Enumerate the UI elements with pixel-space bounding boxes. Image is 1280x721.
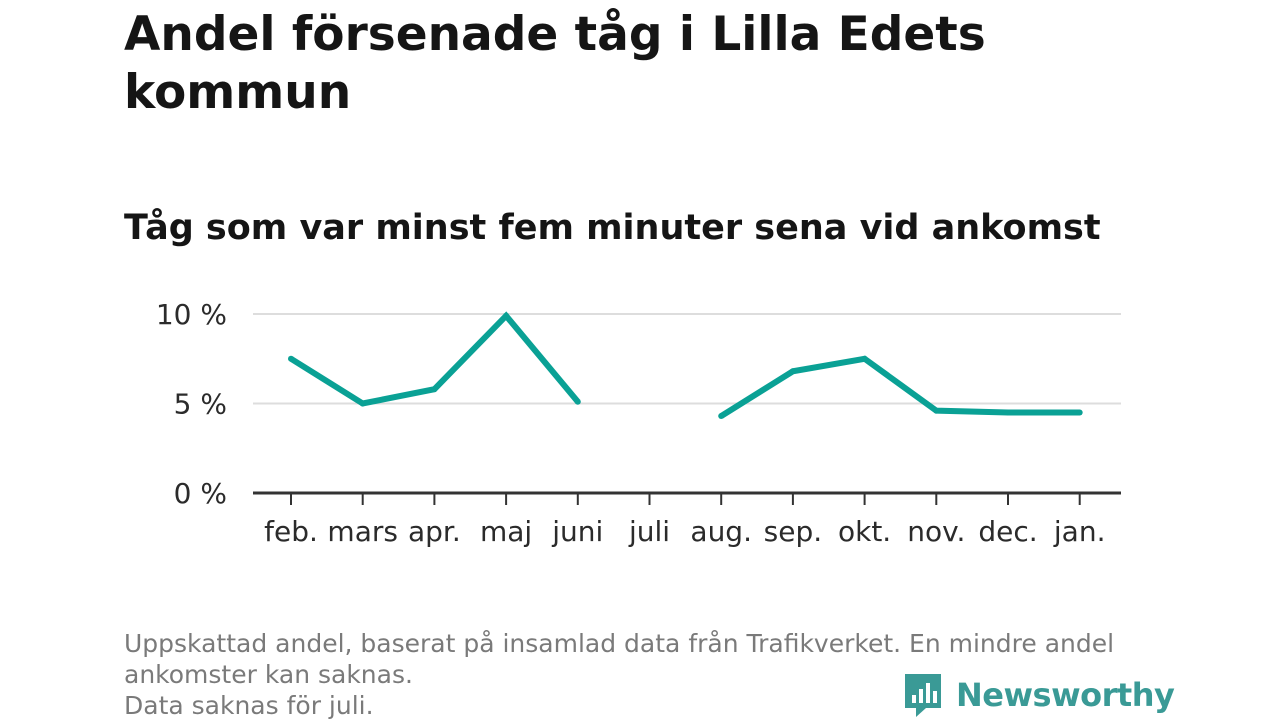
chart-subtitle: Tåg som var minst fem minuter sena vid a… xyxy=(124,208,1101,248)
data-point-jan xyxy=(1076,409,1083,416)
data-point-maj xyxy=(503,312,510,319)
x-tick-label: apr. xyxy=(408,515,461,548)
footnote: Uppskattad andel, baserat på insamlad da… xyxy=(124,628,1164,721)
line-layer xyxy=(288,311,1083,420)
y-tick-label: 0 % xyxy=(174,477,227,510)
x-tick-label: nov. xyxy=(907,515,965,548)
grid-layer xyxy=(253,313,1121,405)
x-tick-label: dec. xyxy=(978,515,1037,548)
data-point-dec xyxy=(1005,409,1011,416)
footnote-line-3: Data saknas för juli. xyxy=(124,691,374,720)
x-tick-label: feb. xyxy=(264,515,318,548)
footnote-line-1: Uppskattad andel, baserat på insamlad da… xyxy=(124,629,1115,658)
logo-text: Newsworthy xyxy=(956,676,1175,714)
footnote-line-2: ankomster kan saknas. xyxy=(124,660,413,689)
y-tick-label: 5 % xyxy=(174,388,227,421)
data-point-mars xyxy=(359,400,366,407)
x-tick-label: mars xyxy=(327,515,398,548)
data-point-sep xyxy=(789,368,796,375)
y-tick-label: 10 % xyxy=(156,298,227,331)
x-tick-label: juni xyxy=(551,515,603,548)
x-tick-label: sep. xyxy=(764,515,823,548)
x-tick-label: aug. xyxy=(690,515,752,548)
data-point-feb xyxy=(288,355,294,362)
x-tick-label: okt. xyxy=(838,515,891,548)
x-tick-label: jan. xyxy=(1053,515,1106,548)
data-point-aug xyxy=(718,413,725,420)
newsworthy-logo: Newsworthy xyxy=(902,670,1175,720)
axis-layer xyxy=(253,491,1121,505)
x-tick-label: maj xyxy=(480,515,532,548)
bar-chart-icon xyxy=(905,674,941,717)
data-point-juni xyxy=(574,398,581,405)
x-tick-label: juli xyxy=(628,515,670,548)
chart-title: Andel försenade tåg i Lilla Edets kommun xyxy=(124,7,986,120)
data-point-okt xyxy=(861,355,868,362)
series-line-segment-2 xyxy=(719,355,1080,419)
data-point-nov xyxy=(933,407,940,414)
label-layer: 0 % 5 % 10 % feb. mars apr. maj juni juli aug. sep… xyxy=(156,298,1106,548)
data-point-apr xyxy=(431,386,438,393)
